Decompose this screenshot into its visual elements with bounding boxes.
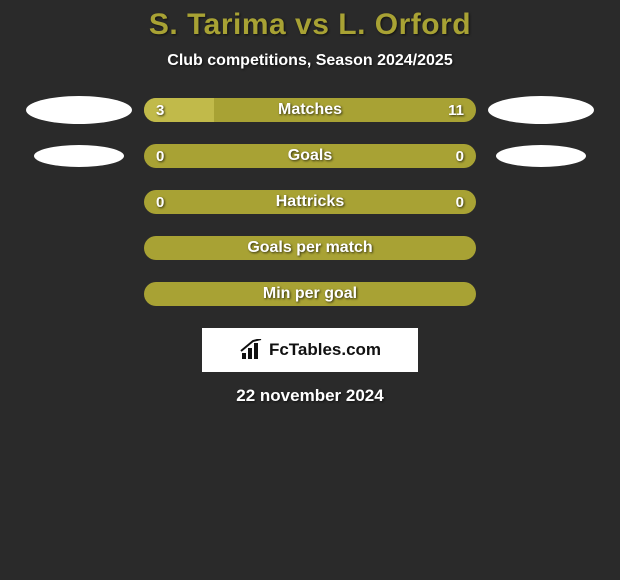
stat-bar: 3Matches11 (144, 98, 476, 122)
stat-label: Matches (144, 98, 476, 122)
stat-row: 0Hattricks0 (0, 190, 620, 214)
player-ellipse-right (488, 96, 594, 124)
subtitle: Club competitions, Season 2024/2025 (0, 52, 620, 70)
stat-bar: Goals per match (144, 236, 476, 260)
stat-bar: 0Hattricks0 (144, 190, 476, 214)
stat-row: Min per goal (0, 282, 620, 306)
stat-rows: 3Matches110Goals00Hattricks0Goals per ma… (0, 98, 620, 306)
stat-value-right: 11 (448, 98, 464, 122)
comparison-widget: S. Tarima vs L. Orford Club competitions… (0, 0, 620, 406)
stat-row: 0Goals0 (0, 144, 620, 168)
player-ellipse-left (26, 96, 132, 124)
stat-label: Hattricks (144, 190, 476, 214)
stat-label: Goals per match (144, 236, 476, 260)
page-title: S. Tarima vs L. Orford (0, 8, 620, 42)
stat-row: Goals per match (0, 236, 620, 260)
logo-box[interactable]: FcTables.com (202, 328, 418, 372)
stat-label: Goals (144, 144, 476, 168)
ellipse-slot-right (476, 145, 606, 167)
date-text: 22 november 2024 (0, 386, 620, 406)
ellipse-slot-left (14, 145, 144, 167)
stat-label: Min per goal (144, 282, 476, 306)
player-ellipse-right (496, 145, 586, 167)
ellipse-slot-left (14, 96, 144, 124)
stat-row: 3Matches11 (0, 98, 620, 122)
logo-inner: FcTables.com (239, 339, 381, 361)
chart-icon (239, 339, 265, 361)
player-ellipse-left (34, 145, 124, 167)
stat-bar: Min per goal (144, 282, 476, 306)
stat-value-right: 0 (456, 144, 464, 168)
stat-value-right: 0 (456, 190, 464, 214)
logo-text: FcTables.com (269, 340, 381, 360)
stat-bar: 0Goals0 (144, 144, 476, 168)
ellipse-slot-right (476, 96, 606, 124)
